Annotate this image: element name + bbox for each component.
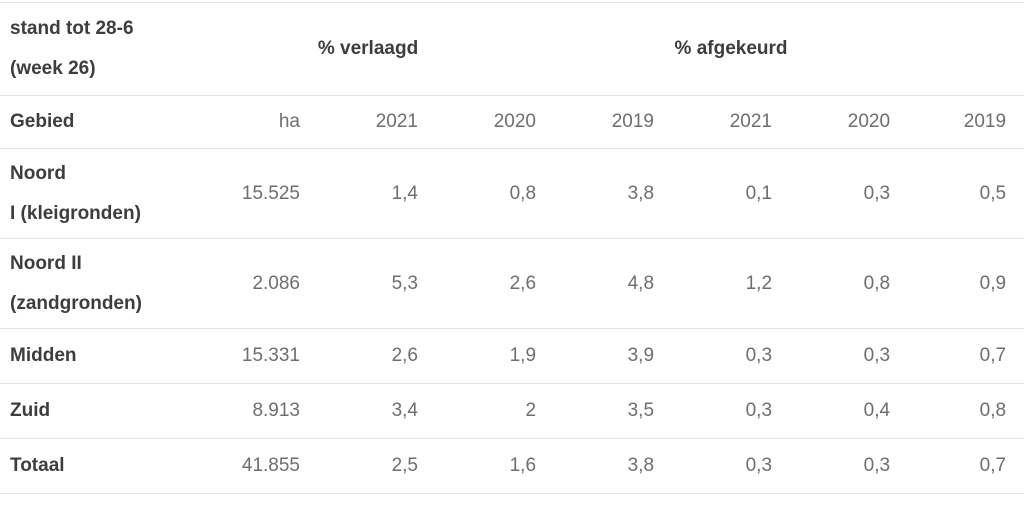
cell-verlaagd-2019: 3,8 xyxy=(627,182,655,204)
cell-afgekeurd-2021: 1,2 xyxy=(745,272,773,294)
cell-afgekeurd-2019: 0,9 xyxy=(979,272,1007,294)
column-header-row: Gebied ha 2021 2020 2019 2021 2020 2019 xyxy=(0,96,1024,149)
cell-verlaagd-2021: 2,6 xyxy=(391,345,418,366)
table-row-noord-2: Noord II (zandgronden) 2.086 5,3 2,6 4,8… xyxy=(0,239,1024,329)
row-label: Noord I (kleigronden) xyxy=(10,162,141,224)
table-row-zuid: Zuid 8.913 3,4 2 3,5 0,3 0,4 0,8 xyxy=(0,384,1024,439)
cell-verlaagd-2020: 0,8 xyxy=(509,182,537,204)
col-header-verlaagd-2020: 2020 xyxy=(493,111,537,132)
row-label: Noord II (zandgronden) xyxy=(10,252,142,314)
table-row-midden: Midden 15.331 2,6 1,9 3,9 0,3 0,3 0,7 xyxy=(0,329,1024,384)
cell-verlaagd-2020: 1,9 xyxy=(509,345,537,366)
cell-afgekeurd-2020: 0,8 xyxy=(863,272,891,294)
col-header-gebied: Gebied xyxy=(10,111,75,132)
cell-afgekeurd-2020: 0,3 xyxy=(863,182,891,204)
row-label: Totaal xyxy=(10,455,65,476)
col-header-verlaagd-2019: 2019 xyxy=(611,111,655,132)
data-table: stand tot 28-6 (week 26) % verlaagd % af… xyxy=(0,2,1024,494)
cell-verlaagd-2019: 3,9 xyxy=(627,345,655,366)
cell-afgekeurd-2020: 0,3 xyxy=(863,345,891,366)
col-header-afgekeurd-2019: 2019 xyxy=(963,111,1007,132)
cell-ha: 2.086 xyxy=(252,272,300,294)
cell-afgekeurd-2019: 0,7 xyxy=(979,345,1007,366)
cell-verlaagd-2019: 3,8 xyxy=(627,455,655,476)
col-group-verlaagd: % verlaagd xyxy=(317,38,419,59)
cell-ha: 41.855 xyxy=(241,455,300,476)
cell-verlaagd-2021: 3,4 xyxy=(391,400,418,421)
cell-afgekeurd-2021: 0,3 xyxy=(745,400,773,421)
col-group-spacer xyxy=(900,3,1024,96)
cell-verlaagd-2020: 2,6 xyxy=(509,272,537,294)
cell-afgekeurd-2021: 0,1 xyxy=(745,182,773,204)
cell-afgekeurd-2019: 0,7 xyxy=(979,455,1007,476)
cell-verlaagd-2020: 1,6 xyxy=(509,455,537,476)
cell-ha: 8.913 xyxy=(252,400,300,421)
cell-afgekeurd-2021: 0,3 xyxy=(745,345,773,366)
cell-verlaagd-2021: 5,3 xyxy=(391,272,418,294)
cell-verlaagd-2020: 2 xyxy=(525,400,537,421)
table-title: stand tot 28-6 (week 26) xyxy=(10,18,134,79)
cell-afgekeurd-2021: 0,3 xyxy=(745,455,773,476)
table-row-totaal: Totaal 41.855 2,5 1,6 3,8 0,3 0,3 0,7 xyxy=(0,439,1024,494)
cell-verlaagd-2019: 4,8 xyxy=(627,272,655,294)
cell-afgekeurd-2020: 0,3 xyxy=(863,455,891,476)
cell-afgekeurd-2020: 0,4 xyxy=(863,400,891,421)
col-header-ha: ha xyxy=(278,111,300,132)
col-header-verlaagd-2021: 2021 xyxy=(375,111,418,132)
col-header-afgekeurd-2020: 2020 xyxy=(847,111,891,132)
table-row-noord-1: Noord I (kleigronden) 15.525 1,4 0,8 3,8… xyxy=(0,149,1024,239)
cell-afgekeurd-2019: 0,8 xyxy=(979,400,1007,421)
col-group-afgekeurd: % afgekeurd xyxy=(674,38,788,59)
table-container: stand tot 28-6 (week 26) % verlaagd % af… xyxy=(0,2,1024,494)
row-label: Zuid xyxy=(10,400,51,421)
cell-afgekeurd-2019: 0,5 xyxy=(979,182,1007,204)
cell-verlaagd-2019: 3,5 xyxy=(627,400,655,421)
row-label: Midden xyxy=(10,345,77,366)
cell-ha: 15.331 xyxy=(241,345,300,366)
cell-ha: 15.525 xyxy=(241,182,300,204)
cell-verlaagd-2021: 1,4 xyxy=(391,182,418,204)
col-header-afgekeurd-2021: 2021 xyxy=(729,111,773,132)
group-header-row: stand tot 28-6 (week 26) % verlaagd % af… xyxy=(0,3,1024,96)
cell-verlaagd-2021: 2,5 xyxy=(391,455,418,476)
